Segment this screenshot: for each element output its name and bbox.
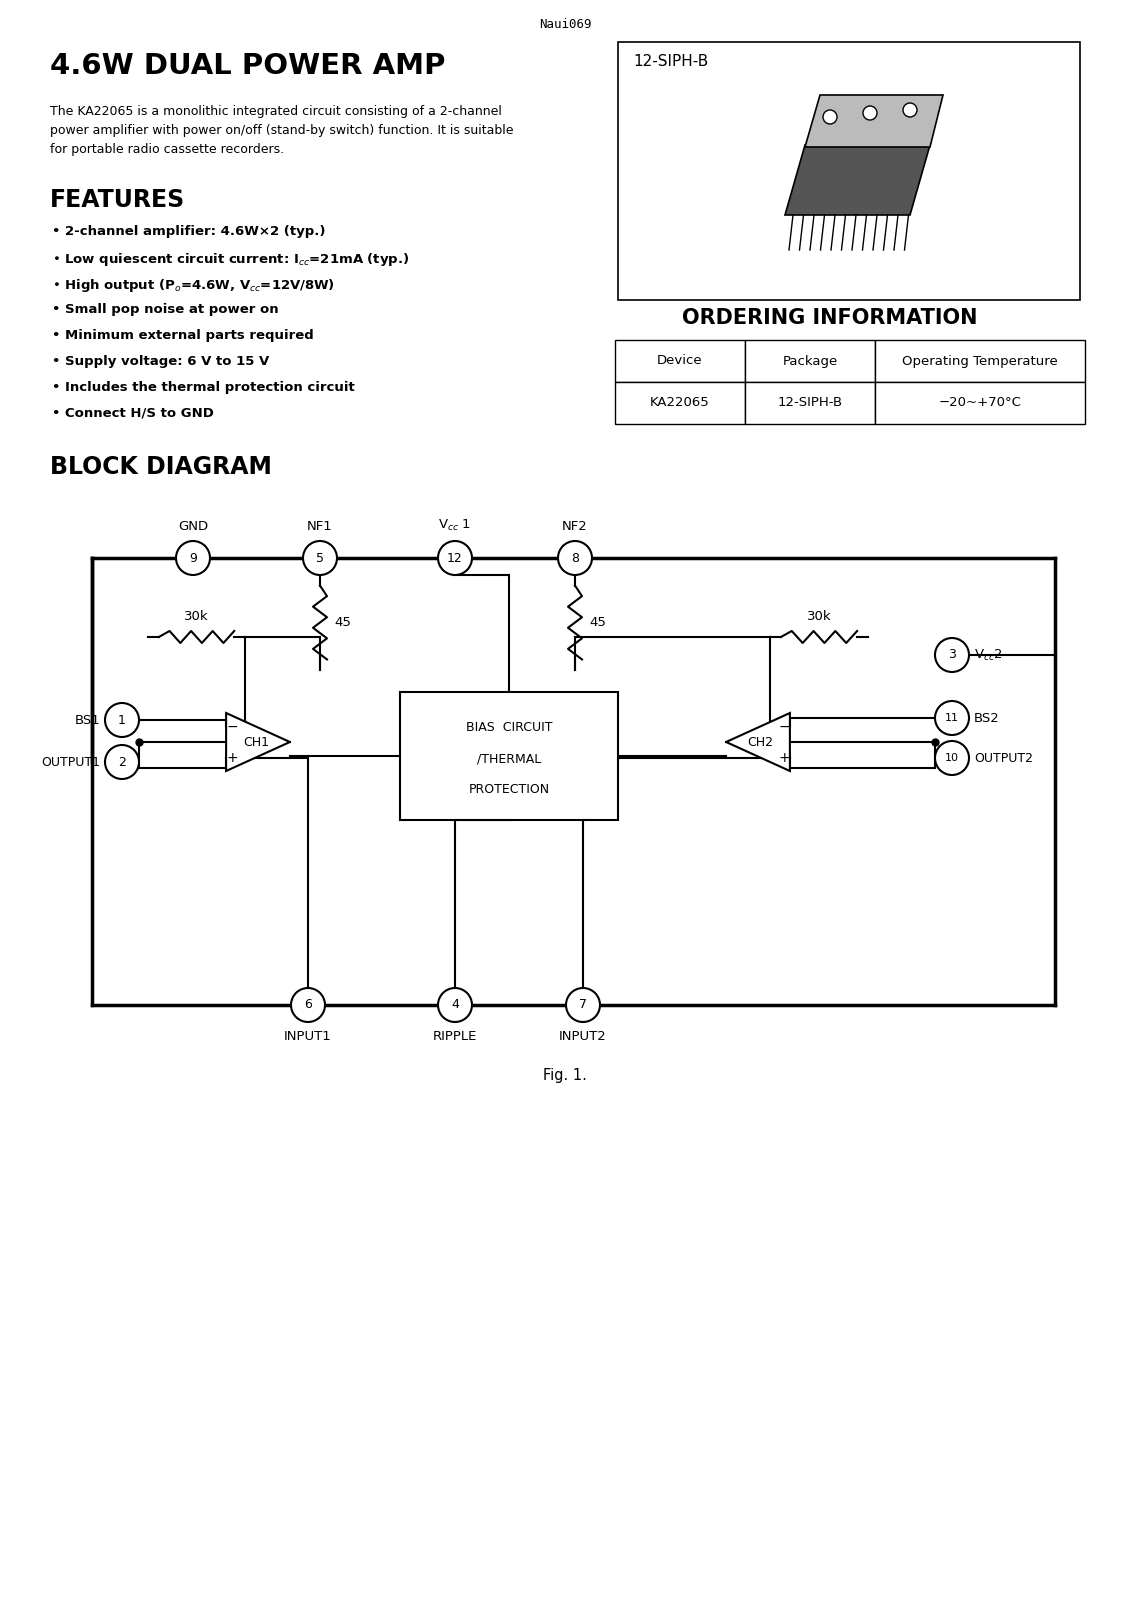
Text: $-$: $-$ [226, 718, 238, 733]
Circle shape [863, 106, 877, 120]
Bar [615, 382, 745, 424]
Text: 7: 7 [579, 998, 587, 1011]
Bar [618, 42, 1080, 301]
Bar [875, 341, 1085, 382]
Circle shape [105, 702, 139, 738]
Text: FEATURES: FEATURES [50, 187, 185, 211]
Text: 8: 8 [571, 552, 579, 565]
Text: −20~+70°C: −20~+70°C [939, 397, 1021, 410]
Circle shape [903, 102, 917, 117]
Bar [875, 382, 1085, 424]
Text: OUTPUT1: OUTPUT1 [41, 755, 100, 768]
Polygon shape [785, 146, 930, 214]
Text: ORDERING INFORMATION: ORDERING INFORMATION [682, 307, 978, 328]
Text: /THERMAL: /THERMAL [477, 752, 541, 765]
Circle shape [935, 741, 969, 774]
Text: KA22065: KA22065 [650, 397, 710, 410]
Text: 10: 10 [946, 754, 959, 763]
Text: Fig. 1.: Fig. 1. [543, 1069, 587, 1083]
Text: 6: 6 [304, 998, 312, 1011]
Text: NF1: NF1 [308, 520, 333, 533]
Circle shape [176, 541, 210, 574]
Text: 45: 45 [589, 616, 606, 629]
Circle shape [303, 541, 337, 574]
Text: 30k: 30k [806, 610, 831, 622]
Text: INPUT1: INPUT1 [284, 1030, 331, 1043]
Text: V$_{cc}$ 1: V$_{cc}$ 1 [439, 518, 472, 533]
Text: BS1: BS1 [75, 714, 100, 726]
Text: • Small pop noise at power on: • Small pop noise at power on [52, 302, 278, 317]
Circle shape [105, 746, 139, 779]
Text: Operating Temperature: Operating Temperature [903, 355, 1057, 368]
Text: 1: 1 [118, 714, 126, 726]
Text: Device: Device [657, 355, 702, 368]
Text: 30k: 30k [184, 610, 209, 622]
Bar [400, 691, 618, 819]
Text: BLOCK DIAGRAM: BLOCK DIAGRAM [50, 454, 271, 478]
Circle shape [438, 987, 472, 1022]
Circle shape [291, 987, 325, 1022]
Polygon shape [805, 94, 943, 147]
Text: INPUT2: INPUT2 [559, 1030, 607, 1043]
Text: • Low quiescent circuit current: I$_{cc}$=21mA (typ.): • Low quiescent circuit current: I$_{cc}… [52, 251, 409, 267]
Circle shape [935, 638, 969, 672]
Text: 4.6W DUAL POWER AMP: 4.6W DUAL POWER AMP [50, 51, 446, 80]
Text: BS2: BS2 [974, 712, 1000, 725]
Text: BIAS  CIRCUIT: BIAS CIRCUIT [466, 722, 552, 734]
Text: Naui069: Naui069 [538, 18, 592, 30]
Polygon shape [726, 714, 789, 771]
Text: • Minimum external parts required: • Minimum external parts required [52, 330, 313, 342]
Text: NF2: NF2 [562, 520, 588, 533]
Text: 12: 12 [447, 552, 463, 565]
Text: • Supply voltage: 6 V to 15 V: • Supply voltage: 6 V to 15 V [52, 355, 269, 368]
Circle shape [823, 110, 837, 125]
Text: 4: 4 [451, 998, 459, 1011]
Bar [745, 382, 875, 424]
Circle shape [558, 541, 592, 574]
Circle shape [935, 701, 969, 734]
Text: $+$: $+$ [226, 752, 238, 765]
Text: Package: Package [783, 355, 838, 368]
Polygon shape [226, 714, 290, 771]
Text: 9: 9 [189, 552, 197, 565]
Circle shape [438, 541, 472, 574]
Text: 2: 2 [118, 755, 126, 768]
Text: 12-SIPH-B: 12-SIPH-B [633, 54, 708, 69]
Text: • Connect H/S to GND: • Connect H/S to GND [52, 406, 214, 419]
Text: The KA22065 is a monolithic integrated circuit consisting of a 2-channel
power a: The KA22065 is a monolithic integrated c… [50, 106, 513, 157]
Text: 3: 3 [948, 648, 956, 661]
Text: 12-SIPH-B: 12-SIPH-B [777, 397, 843, 410]
Text: RIPPLE: RIPPLE [433, 1030, 477, 1043]
Bar [615, 341, 745, 382]
Text: PROTECTION: PROTECTION [468, 782, 550, 795]
Circle shape [566, 987, 601, 1022]
Text: 11: 11 [946, 714, 959, 723]
Bar [745, 341, 875, 382]
Text: CH1: CH1 [243, 736, 269, 749]
Text: 5: 5 [316, 552, 323, 565]
Text: • Includes the thermal protection circuit: • Includes the thermal protection circui… [52, 381, 355, 394]
Text: $-$: $-$ [778, 718, 791, 733]
Text: • High output (P$_o$=4.6W, V$_{cc}$=12V/8W): • High output (P$_o$=4.6W, V$_{cc}$=12V/… [52, 277, 335, 294]
Text: OUTPUT2: OUTPUT2 [974, 752, 1033, 765]
Text: $+$: $+$ [778, 752, 791, 765]
Text: 45: 45 [334, 616, 351, 629]
Text: CH2: CH2 [746, 736, 772, 749]
Text: V$_{cc}$2: V$_{cc}$2 [974, 648, 1003, 662]
Text: • 2-channel amplifier: 4.6W×2 (typ.): • 2-channel amplifier: 4.6W×2 (typ.) [52, 226, 326, 238]
Text: GND: GND [178, 520, 208, 533]
